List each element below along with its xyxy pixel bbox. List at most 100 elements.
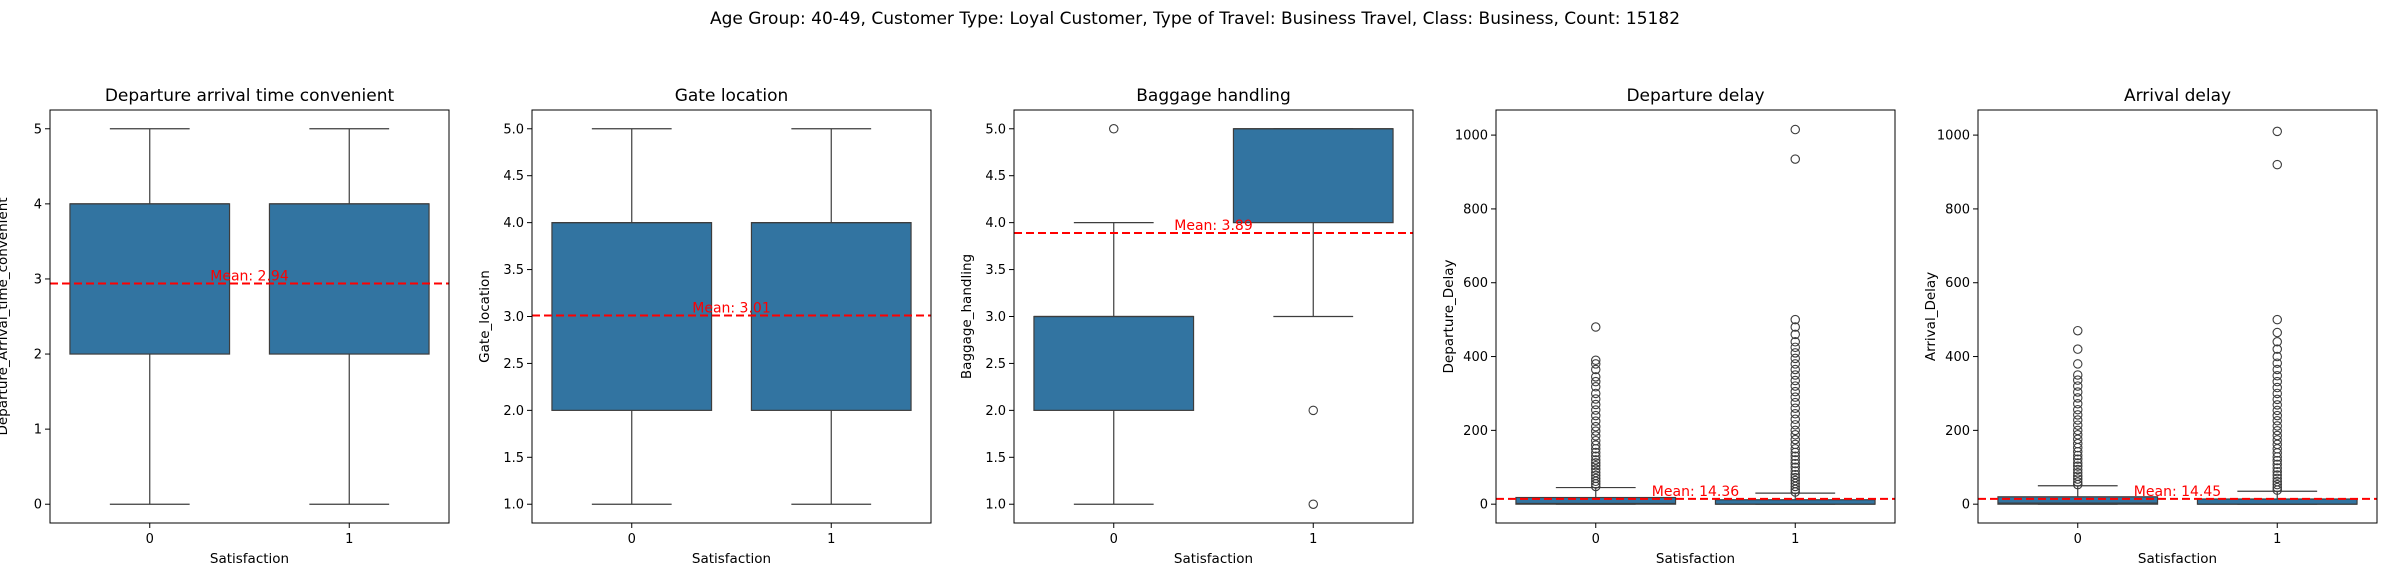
outlier-point — [2272, 388, 2283, 399]
outlier-point — [1591, 470, 1601, 481]
y-tick-label: 4.5 — [985, 169, 1006, 184]
outlier-point — [2272, 455, 2283, 466]
y-tick-label: 200 — [1463, 424, 1488, 439]
mean-label: Mean: 3.01 — [692, 301, 770, 317]
y-tick-label: 3 — [34, 272, 42, 287]
outlier-point — [1790, 420, 1801, 430]
plot-frame — [531, 109, 932, 524]
outlier-point — [1790, 455, 1801, 465]
x-axis-label: Satisfaction — [210, 551, 289, 567]
x-tick-label: 0 — [2074, 532, 2082, 547]
y-tick-label: 200 — [1945, 424, 1970, 439]
outlier-point — [2272, 435, 2283, 445]
outlier-point — [2272, 327, 2283, 338]
outlier-point — [2272, 370, 2283, 381]
y-tick-label: 1000 — [1937, 129, 1970, 144]
outlier-point — [1591, 467, 1601, 478]
outlier-point — [1790, 462, 1801, 473]
outlier-point — [1790, 414, 1801, 425]
outlier-point — [1790, 370, 1801, 380]
outlier-point — [2272, 337, 2283, 347]
outlier-point — [2073, 474, 2083, 484]
outlier-point — [1591, 364, 1601, 375]
y-tick-label: 0 — [1962, 498, 1970, 513]
outlier-point — [2272, 376, 2283, 387]
outlier-point — [1790, 475, 1801, 486]
outlier-point — [1591, 410, 1601, 421]
outlier-point — [2073, 454, 2083, 464]
outlier-point — [2272, 479, 2283, 490]
outlier-point — [1308, 405, 1319, 416]
outlier-point — [1591, 431, 1601, 441]
figure-suptitle: Age Group: 40-49, Customer Type: Loyal C… — [710, 9, 1680, 29]
plot-frame — [1495, 109, 1896, 524]
outlier-point — [2073, 471, 2083, 481]
outlier-point — [1790, 409, 1801, 419]
x-tick-label: 1 — [1309, 532, 1317, 547]
mean-label: Mean: 14.45 — [2134, 484, 2221, 500]
y-axis-label: Departure_Delay — [1441, 260, 1457, 374]
outlier-point — [2073, 425, 2083, 436]
outlier-point — [2272, 482, 2283, 493]
outlier-point — [1790, 466, 1801, 476]
plot-frame — [1977, 109, 2378, 524]
outlier-point — [2073, 458, 2083, 468]
outlier-point — [2272, 466, 2283, 477]
x-tick-label: 0 — [146, 532, 154, 547]
chart-title: Departure arrival time convenient — [105, 86, 395, 106]
outlier-point — [2272, 476, 2283, 487]
outlier-point — [1591, 451, 1601, 461]
outlier-point — [2073, 399, 2083, 409]
outlier-point — [2272, 364, 2283, 375]
chart-panel-1: Gate location 1.0 1.5 2.0 2.5 3.0 3.5 4.0 4.5 5.0… — [477, 86, 932, 567]
y-tick-label: 400 — [1463, 350, 1488, 365]
outlier-point — [2073, 468, 2083, 478]
outlier-point — [1790, 469, 1801, 480]
box-iqr — [69, 203, 231, 355]
outlier-point — [2272, 430, 2283, 441]
x-tick-label: 0 — [1592, 532, 1600, 547]
outlier-point — [1591, 455, 1601, 465]
outlier-point — [1591, 458, 1601, 468]
outlier-point — [2073, 430, 2083, 440]
outlier-point — [1790, 472, 1801, 483]
outlier-point — [1790, 124, 1801, 135]
y-tick-label: 5 — [34, 122, 42, 137]
outlier-point — [2272, 405, 2283, 416]
outlier-point — [1109, 124, 1119, 134]
outlier-point — [1790, 329, 1801, 340]
outlier-point — [2272, 459, 2283, 470]
box-group-0 — [1515, 322, 1677, 505]
outlier-point — [2073, 393, 2083, 403]
chart-panel-4: Arrival delay 0 200 400 600 800 1000 0 1 Satisfac… — [1923, 86, 2378, 567]
outlier-point — [1790, 439, 1801, 450]
outlier-point — [2073, 477, 2083, 487]
box-group-0 — [1997, 325, 2159, 505]
outlier-point — [2272, 394, 2283, 405]
outlier-point — [1591, 399, 1601, 410]
outlier-point — [1591, 372, 1601, 382]
chart-title: Departure delay — [1626, 86, 1764, 106]
x-tick-label: 0 — [628, 532, 636, 547]
outlier-point — [2073, 461, 2083, 471]
outlier-point — [1790, 359, 1801, 369]
outlier-point — [1790, 444, 1801, 454]
x-axis-label: Satisfaction — [1174, 551, 1253, 567]
outlier-point — [1591, 405, 1601, 415]
y-tick-label: 400 — [1945, 350, 1970, 365]
outlier-point — [1790, 342, 1801, 353]
y-tick-label: 800 — [1463, 202, 1488, 217]
outlier-point — [1790, 386, 1801, 397]
y-tick-label: 1.0 — [985, 498, 1006, 513]
y-tick-label: 5.0 — [503, 122, 524, 137]
box-iqr — [1033, 315, 1195, 411]
y-axis-label: Arrival_Delay — [1923, 272, 1939, 361]
outlier-point — [1790, 392, 1801, 402]
y-tick-label: 0 — [34, 498, 42, 513]
outlier-point — [1591, 382, 1601, 392]
outlier-point — [2073, 381, 2083, 391]
outlier-point — [1790, 397, 1801, 408]
outlier-point — [2073, 370, 2083, 380]
outlier-point — [1591, 447, 1601, 458]
outlier-point — [1591, 355, 1601, 365]
